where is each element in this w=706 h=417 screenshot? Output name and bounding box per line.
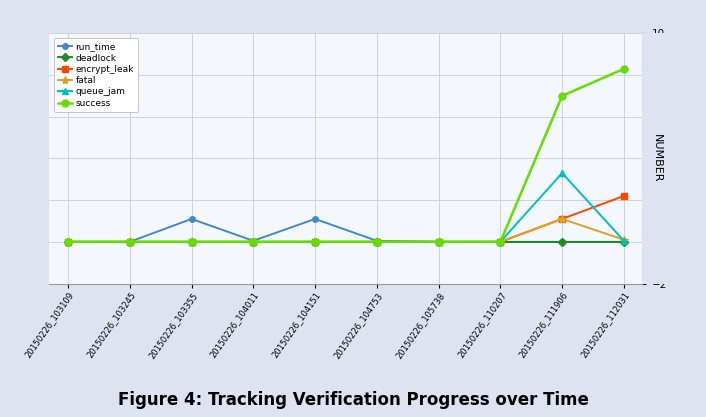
encrypt_leak [434,239,443,244]
Line: queue_jam: queue_jam [64,170,628,245]
run_time [620,239,628,244]
run_time [373,239,381,244]
queue_jam [558,171,566,176]
queue_jam [126,239,134,244]
queue_jam [187,239,196,244]
run_time [496,239,505,244]
deadlock [64,239,72,244]
Text: NUMBER: NUMBER [652,134,662,183]
fatal [311,239,319,244]
encrypt_leak [558,216,566,221]
deadlock [249,239,258,244]
encrypt_leak [496,239,505,244]
Text: Figure 4: Tracking Verification Progress over Time: Figure 4: Tracking Verification Progress… [118,391,588,409]
deadlock [434,239,443,244]
fatal [126,239,134,244]
deadlock [496,239,505,244]
Line: fatal: fatal [64,215,628,246]
run_time [64,239,72,244]
deadlock [373,239,381,244]
queue_jam [434,239,443,244]
queue_jam [311,239,319,244]
Line: success: success [64,65,628,245]
success [311,239,319,244]
fatal [434,239,443,244]
queue_jam [64,239,72,244]
success [64,239,72,244]
run_time [311,216,319,221]
encrypt_leak [311,239,319,244]
encrypt_leak [620,193,628,198]
queue_jam [373,239,381,244]
fatal [249,239,258,244]
success [558,93,566,98]
fatal [620,237,628,242]
run_time [558,239,566,244]
Legend: run_time, deadlock, encrypt_leak, fatal, queue_jam, success: run_time, deadlock, encrypt_leak, fatal,… [54,38,138,112]
encrypt_leak [187,239,196,244]
Line: run_time: run_time [65,216,627,245]
Line: deadlock: deadlock [65,239,627,245]
queue_jam [620,239,628,244]
fatal [496,239,505,244]
success [126,239,134,244]
run_time [126,239,134,244]
deadlock [126,239,134,244]
encrypt_leak [64,239,72,244]
success [434,239,443,244]
fatal [373,239,381,244]
success [187,239,196,244]
run_time [434,239,443,244]
deadlock [187,239,196,244]
success [496,239,505,244]
encrypt_leak [373,239,381,244]
queue_jam [496,239,505,244]
fatal [187,239,196,244]
run_time [187,216,196,221]
deadlock [311,239,319,244]
fatal [558,216,566,221]
success [373,239,381,244]
encrypt_leak [249,239,258,244]
run_time [249,239,258,244]
queue_jam [249,239,258,244]
Line: encrypt_leak: encrypt_leak [64,193,628,245]
deadlock [620,239,628,244]
success [620,66,628,71]
success [249,239,258,244]
deadlock [558,239,566,244]
fatal [64,239,72,244]
encrypt_leak [126,239,134,244]
